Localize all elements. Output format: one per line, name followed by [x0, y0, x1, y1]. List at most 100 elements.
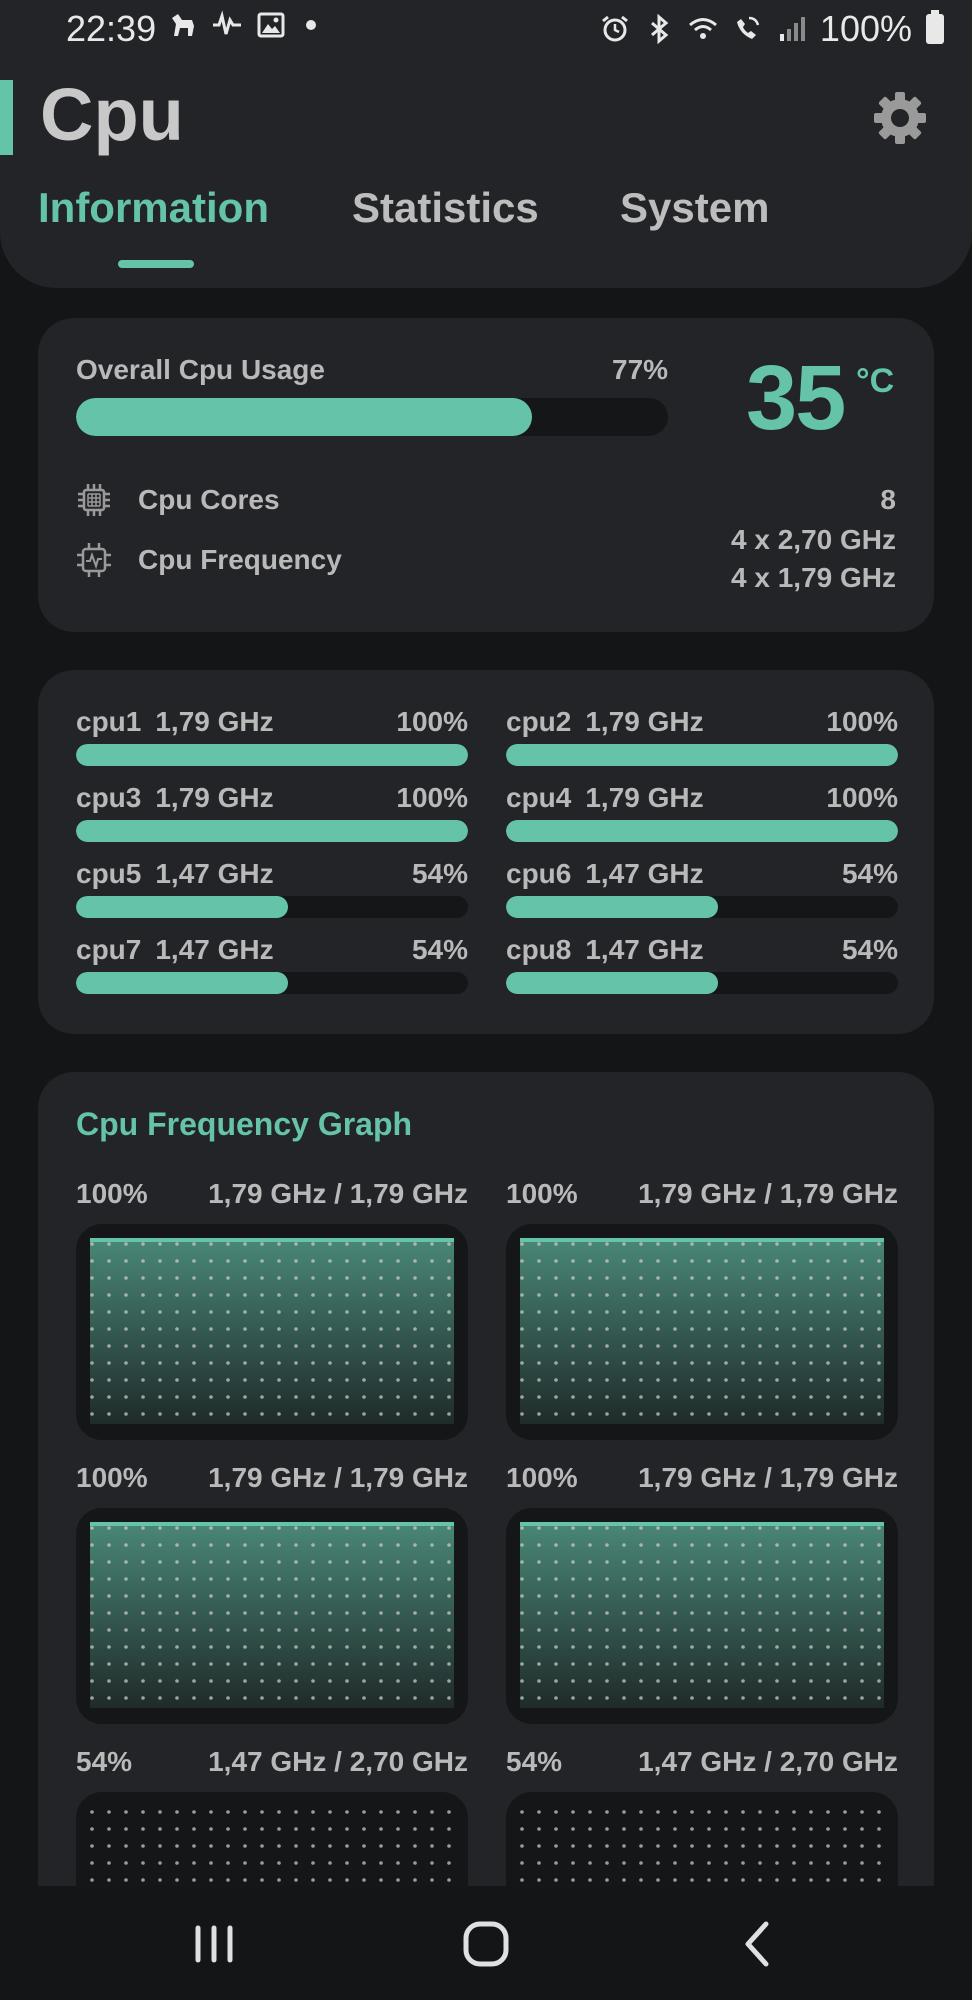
grid-dot — [175, 1878, 179, 1882]
grid-dot — [379, 1844, 383, 1848]
grid-dot — [520, 1293, 524, 1297]
gear-icon[interactable] — [872, 90, 928, 146]
grid-dot — [724, 1594, 728, 1598]
grid-dot — [826, 1361, 830, 1365]
grid-dot — [622, 1577, 626, 1581]
grid-dot — [447, 1861, 451, 1865]
grid-dot — [226, 1628, 230, 1632]
grid-dot — [447, 1259, 451, 1263]
grid-dot — [124, 1679, 128, 1683]
grid-dot — [345, 1878, 349, 1882]
frequency-graph-cell: 100% 1,79 GHz / 1,79 GHz — [506, 1462, 898, 1724]
grid-dot — [158, 1861, 162, 1865]
grid-dot — [226, 1844, 230, 1848]
grid-dot — [537, 1310, 541, 1314]
grid-dot — [107, 1810, 111, 1814]
grid-dot — [345, 1662, 349, 1666]
grid-dot — [243, 1344, 247, 1348]
grid-dot — [520, 1412, 524, 1416]
grid-dot — [639, 1662, 643, 1666]
core-name: cpu4 1,79 GHz — [506, 782, 704, 814]
grid-dot — [192, 1827, 196, 1831]
active-tab-indicator — [118, 260, 194, 268]
grid-dot — [639, 1344, 643, 1348]
grid-dot — [175, 1543, 179, 1547]
grid-dot — [226, 1259, 230, 1263]
grid-dot — [175, 1259, 179, 1263]
grid-dot — [843, 1412, 847, 1416]
graph-area — [90, 1524, 454, 1708]
grid-dot — [877, 1679, 881, 1683]
grid-dot — [345, 1844, 349, 1848]
grid-dot — [860, 1395, 864, 1399]
grid-dot — [260, 1242, 264, 1246]
grid-dot — [413, 1378, 417, 1382]
grid-dot — [758, 1628, 762, 1632]
grid-dot — [158, 1662, 162, 1666]
grid-dot — [792, 1827, 796, 1831]
grid-dot — [396, 1878, 400, 1882]
graph-area — [520, 1524, 884, 1708]
grid-dot — [107, 1594, 111, 1598]
grid-dot — [741, 1662, 745, 1666]
grid-dot — [826, 1526, 830, 1530]
grid-dot — [396, 1310, 400, 1314]
grid-dot — [792, 1628, 796, 1632]
recents-icon[interactable] — [184, 1914, 244, 1974]
grid-dot — [124, 1242, 128, 1246]
alarm-icon — [601, 15, 628, 42]
grid-dot — [209, 1378, 213, 1382]
grid-dot — [141, 1645, 145, 1649]
graph-canvas — [76, 1792, 468, 1886]
tab-system[interactable]: System — [620, 184, 770, 231]
grid-dot — [860, 1827, 864, 1831]
core-percent: 100% — [396, 706, 468, 737]
grid-dot — [588, 1276, 592, 1280]
graph-area — [520, 1240, 884, 1424]
grid-dot — [294, 1810, 298, 1814]
grid-dot — [673, 1310, 677, 1314]
grid-dot — [362, 1412, 366, 1416]
grid-dot — [90, 1844, 94, 1848]
grid-dot — [605, 1645, 609, 1649]
grid-dot — [843, 1878, 847, 1882]
graph-percent: 100% — [76, 1178, 148, 1209]
core-item: cpu2 1,79 GHz 100% — [506, 706, 898, 776]
grid-dot — [860, 1327, 864, 1331]
grid-dot — [192, 1378, 196, 1382]
grid-dot — [192, 1878, 196, 1882]
grid-dot — [690, 1844, 694, 1848]
grid-dot — [141, 1310, 145, 1314]
back-icon[interactable] — [728, 1914, 788, 1974]
grid-dot — [243, 1259, 247, 1263]
home-icon[interactable] — [456, 1914, 516, 1974]
grid-dot — [192, 1662, 196, 1666]
grid-dot — [328, 1594, 332, 1598]
grid-dot — [260, 1844, 264, 1848]
grid-dot — [209, 1242, 213, 1246]
grid-dot — [707, 1861, 711, 1865]
grid-dot — [311, 1810, 315, 1814]
tab-information[interactable]: Information — [38, 184, 269, 231]
grid-dot — [622, 1810, 626, 1814]
grid-dot — [656, 1412, 660, 1416]
grid-dot — [673, 1293, 677, 1297]
grid-dot — [843, 1543, 847, 1547]
grid-dot — [741, 1293, 745, 1297]
grid-dot — [345, 1594, 349, 1598]
grid-dot — [724, 1827, 728, 1831]
grid-dot — [520, 1526, 524, 1530]
grid-dot — [741, 1844, 745, 1848]
grid-dot — [537, 1327, 541, 1331]
tab-statistics[interactable]: Statistics — [352, 184, 539, 231]
scroll-content[interactable]: 22:39 100% Cpu — [0, 0, 972, 1886]
grid-dot — [707, 1310, 711, 1314]
grid-dot — [260, 1361, 264, 1365]
grid-dot — [673, 1844, 677, 1848]
grid-dot — [758, 1645, 762, 1649]
grid-dot — [707, 1662, 711, 1666]
grid-dot — [345, 1560, 349, 1564]
grid-dot — [826, 1827, 830, 1831]
grid-dot — [90, 1577, 94, 1581]
grid-dot — [90, 1378, 94, 1382]
